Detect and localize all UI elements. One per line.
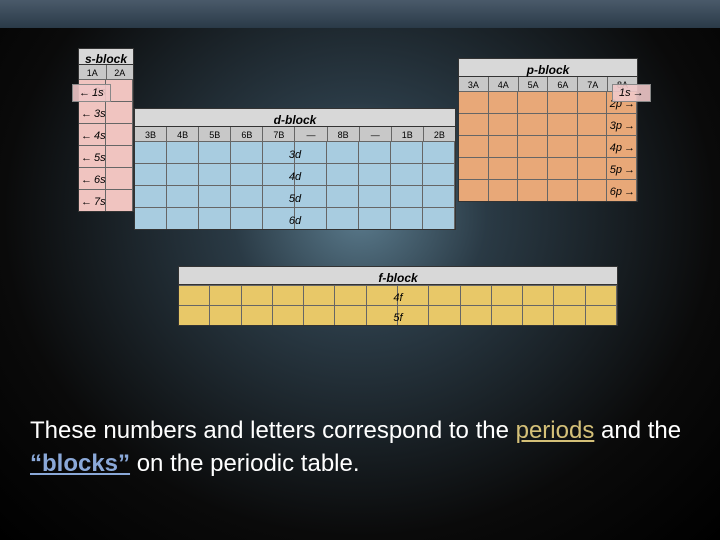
orbital-label: 6p [610, 181, 635, 203]
p-block-row: 3p [459, 113, 637, 135]
s-block-row: 5s [79, 145, 133, 167]
orbital-label: 5s [81, 147, 106, 169]
p-block-row: 6p [459, 179, 637, 201]
group-label: 3B [135, 127, 167, 141]
orbital-label: 7s [81, 191, 106, 213]
f-block-row: 5f [179, 305, 617, 325]
f-block-title: f-block [179, 267, 617, 285]
orbital-label: 5p [610, 159, 635, 181]
p-block-row: 5p [459, 157, 637, 179]
f-block-row: 4f [179, 285, 617, 305]
d-block-row: 6d [135, 207, 455, 229]
group-label: 2A [107, 65, 134, 79]
group-label: 6B [231, 127, 263, 141]
s-block-row: 4s [79, 123, 133, 145]
caption-periods: periods [516, 417, 595, 444]
caption-pre: These numbers and letters correspond to … [30, 417, 516, 444]
orbital-label: 6s [81, 169, 106, 191]
s-block-row: 3s [79, 101, 133, 123]
s-block: s-block1A2A2s3s4s5s6s7s [78, 48, 134, 212]
orbital-label: 4s [81, 125, 106, 147]
f-block: f-block4f5f [178, 266, 618, 326]
d-block: d-block3B4B5B6B7B—8B—1B2B3d4d5d6d [134, 108, 456, 230]
group-label: 3A [459, 77, 489, 91]
orbital-1s-left: 1s [72, 84, 111, 102]
group-label: 6A [548, 77, 578, 91]
group-label: — [295, 127, 327, 141]
group-label: 4A [489, 77, 519, 91]
orbital-1s-right: 1s [612, 84, 651, 102]
caption-mid: and the [594, 417, 681, 444]
group-label: 1B [392, 127, 424, 141]
group-label: 2B [424, 127, 455, 141]
orbital-label: 4p [610, 137, 635, 159]
d-block-row: 4d [135, 163, 455, 185]
p-block: p-block3A4A5A6A7A8A2p3p4p5p6p [458, 58, 638, 202]
group-label: 8B [328, 127, 360, 141]
d-block-row: 3d [135, 141, 455, 163]
top-bar [0, 0, 720, 28]
group-label: 7B [263, 127, 295, 141]
d-block-row: 5d [135, 185, 455, 207]
caption-text: These numbers and letters correspond to … [30, 415, 700, 480]
s-block-groups: 1A2A [79, 65, 133, 79]
group-label: 1A [79, 65, 107, 79]
p-block-title: p-block [459, 59, 637, 77]
group-label: — [360, 127, 392, 141]
group-label: 5A [519, 77, 549, 91]
p-block-row: 4p [459, 135, 637, 157]
group-label: 5B [199, 127, 231, 141]
caption-blocks: “blocks” [30, 450, 130, 477]
orbital-label: 3p [610, 115, 635, 137]
d-block-groups: 3B4B5B6B7B—8B—1B2B [135, 127, 455, 141]
s-block-row: 7s [79, 189, 133, 211]
d-block-title: d-block [135, 109, 455, 127]
caption-post: on the periodic table. [130, 450, 360, 477]
p-block-row: 2p [459, 91, 637, 113]
p-block-groups: 3A4A5A6A7A8A [459, 77, 637, 91]
s-block-row: 6s [79, 167, 133, 189]
group-label: 7A [578, 77, 608, 91]
group-label: 4B [167, 127, 199, 141]
s-block-title: s-block [79, 49, 133, 65]
orbital-label: 3s [81, 103, 106, 125]
